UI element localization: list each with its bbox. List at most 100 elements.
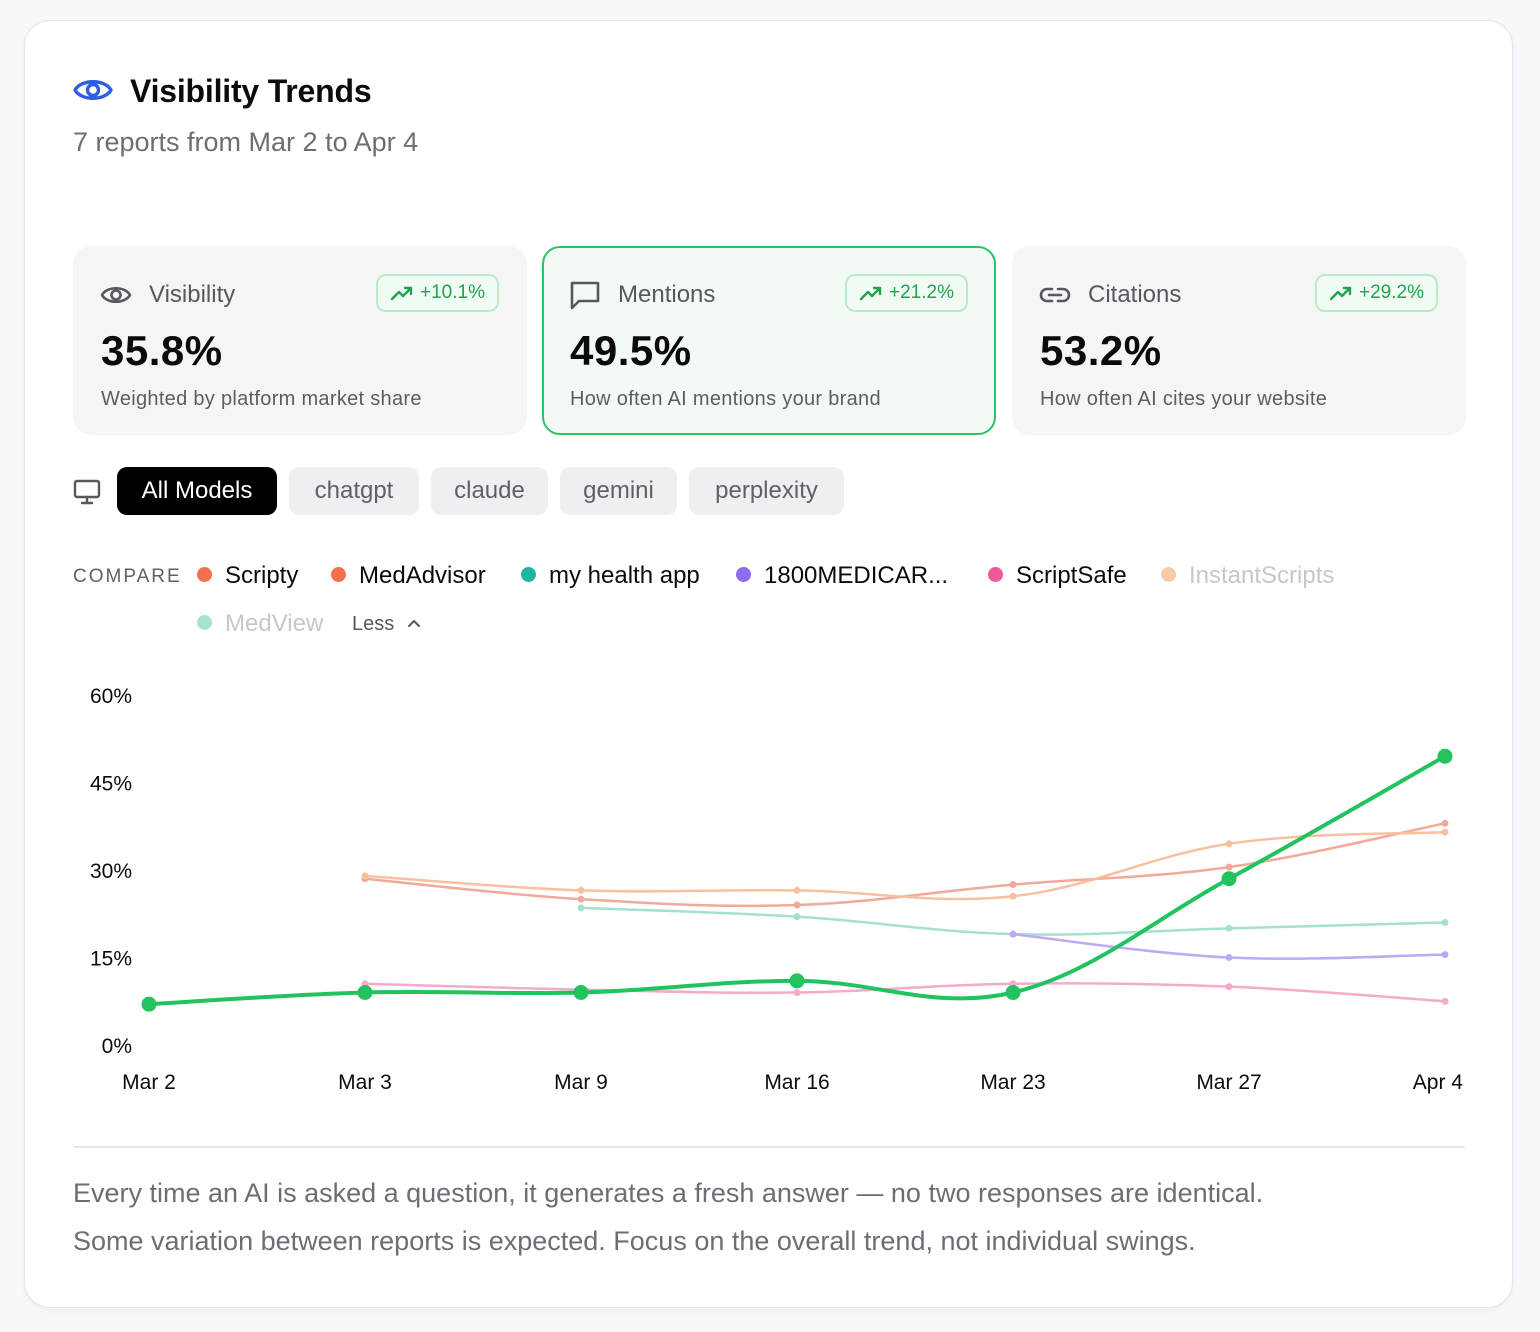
model-pill-claude[interactable]: claude (431, 467, 548, 515)
y-tick-label: 60% (90, 685, 132, 708)
legend-label: MedView (225, 610, 324, 637)
message-square-icon (570, 281, 600, 310)
model-pill-chatgpt[interactable]: chatgpt (289, 467, 419, 515)
trending-up-icon (390, 286, 413, 301)
chevron-up-icon (407, 620, 420, 627)
data-point-brand (1005, 985, 1021, 1000)
legend-label: ScriptSafe (1016, 562, 1127, 589)
eye-icon (73, 80, 113, 100)
metric-value: 49.5% (570, 327, 692, 374)
footer-note-line2: Some variation between reports is expect… (73, 1226, 1196, 1256)
series-line-brand (147, 754, 1447, 1007)
model-pill-all-models[interactable]: All Models (117, 467, 277, 515)
monitor-icon (73, 479, 101, 505)
data-point-scripty (1225, 863, 1233, 871)
x-tick-label: Mar 9 (554, 1071, 608, 1094)
metric-label: Citations (1088, 281, 1182, 308)
trending-up-icon (859, 286, 882, 301)
x-tick-label: Mar 2 (122, 1071, 176, 1094)
data-point-1800medicar (1441, 951, 1449, 959)
compare-toggle-medadvisor[interactable]: MedAdvisor (331, 561, 486, 591)
series-line-scriptsafe (363, 982, 1447, 1003)
legend-label: MedAdvisor (359, 562, 486, 589)
footer-note-line1: Every time an AI is asked a question, it… (73, 1178, 1264, 1208)
x-tick-label: Apr 4 (1413, 1071, 1464, 1094)
compare-toggle-1800medicare[interactable]: 1800MEDICAR... (736, 561, 948, 591)
data-point-scripty (1009, 881, 1017, 889)
change-badge: +21.2% (845, 274, 968, 312)
metric-card-citations[interactable]: Citations +29.2% 53.2% How often AI cite… (1012, 246, 1466, 435)
data-point-scriptsafe (1225, 983, 1233, 991)
legend-label: InstantScripts (1189, 562, 1335, 589)
metric-value: 35.8% (101, 327, 223, 374)
data-point-scripty (1441, 819, 1449, 827)
change-badge: +10.1% (376, 274, 499, 312)
x-tick-label: Mar 23 (980, 1071, 1045, 1094)
metric-label: Mentions (618, 281, 716, 308)
data-point-brand (1437, 748, 1453, 764)
metric-card-mentions[interactable]: Mentions +21.2% 49.5% How often AI menti… (542, 246, 996, 435)
legend-dot (197, 567, 212, 582)
data-point-brand (141, 996, 157, 1012)
compare-label: COMPARE (73, 566, 182, 587)
series-line-my-health-app (579, 906, 1447, 936)
data-point-1800medicar (1009, 930, 1017, 938)
compare-toggle-instantscripts[interactable]: InstantScripts (1161, 561, 1334, 591)
page-subtitle: 7 reports from Mar 2 to Apr 4 (73, 127, 419, 157)
change-badge: +29.2% (1315, 274, 1438, 312)
legend-dot (988, 567, 1003, 582)
data-point-my-health-app (577, 904, 585, 912)
compare-less-toggle[interactable]: Less (352, 611, 422, 637)
data-point-1800medicar (1225, 954, 1233, 961)
compare-toggle-my-health-app[interactable]: my health app (521, 561, 700, 591)
series-line-scripty (363, 822, 1447, 908)
compare-toggle-scripty[interactable]: Scripty (197, 561, 298, 591)
data-point-medadvisor (1009, 892, 1017, 900)
data-point-brand (1221, 871, 1237, 887)
data-point-medadvisor (1225, 840, 1233, 848)
y-tick-label: 30% (90, 860, 132, 883)
link-icon (1039, 287, 1071, 303)
legend-dot (1161, 567, 1176, 582)
data-point-my-health-app (1225, 924, 1233, 932)
data-point-medadvisor (793, 886, 801, 894)
legend-dot (197, 615, 212, 630)
data-point-medadvisor (577, 886, 585, 894)
page-title: Visibility Trends (130, 73, 372, 109)
x-tick-label: Mar 16 (764, 1071, 829, 1094)
data-point-brand (573, 985, 589, 1000)
visibility-trend-chart: 0% 15% 30% 45% 60% Mar 2 Mar 3 Mar 9 Mar 16 Mar 2… (90, 685, 1464, 1094)
metric-description: How often AI mentions your brand (570, 388, 881, 410)
model-pill-perplexity[interactable]: perplexity (689, 467, 844, 515)
data-point-brand (789, 973, 805, 989)
legend-dot (331, 567, 346, 582)
legend-label: 1800MEDICAR... (764, 562, 949, 589)
legend-label: Scripty (225, 562, 299, 589)
divider (73, 1146, 1465, 1148)
y-tick-label: 15% (90, 948, 132, 971)
change-value: +10.1% (420, 282, 485, 303)
data-point-medadvisor (361, 872, 369, 880)
data-point-scripty (793, 901, 801, 909)
data-point-scriptsafe (1441, 997, 1449, 1005)
data-point-medadvisor (1441, 828, 1449, 836)
compare-toggle-scriptsafe[interactable]: ScriptSafe (988, 561, 1127, 591)
data-point-scripty (577, 895, 585, 903)
legend-dot (736, 567, 751, 582)
trending-up-icon (1329, 286, 1352, 301)
compare-toggle-medview[interactable]: MedView (197, 609, 323, 639)
model-pill-gemini[interactable]: gemini (560, 467, 677, 515)
legend-dot (521, 567, 536, 582)
y-tick-label: 45% (90, 773, 132, 796)
metric-card-visibility[interactable]: Visibility +10.1% 35.8% Weighted by plat… (73, 246, 527, 435)
legend-label: my health app (549, 562, 700, 589)
visibility-trends-card: Visibility Trends 7 reports from Mar 2 t… (24, 20, 1513, 1308)
eye-icon (100, 286, 132, 304)
less-label: Less (352, 613, 395, 635)
metric-label: Visibility (149, 281, 236, 308)
data-point-my-health-app (1441, 919, 1449, 926)
metric-description: Weighted by platform market share (101, 388, 422, 410)
change-value: +29.2% (1359, 282, 1424, 303)
y-tick-label: 0% (102, 1035, 132, 1058)
metric-value: 53.2% (1040, 327, 1162, 374)
